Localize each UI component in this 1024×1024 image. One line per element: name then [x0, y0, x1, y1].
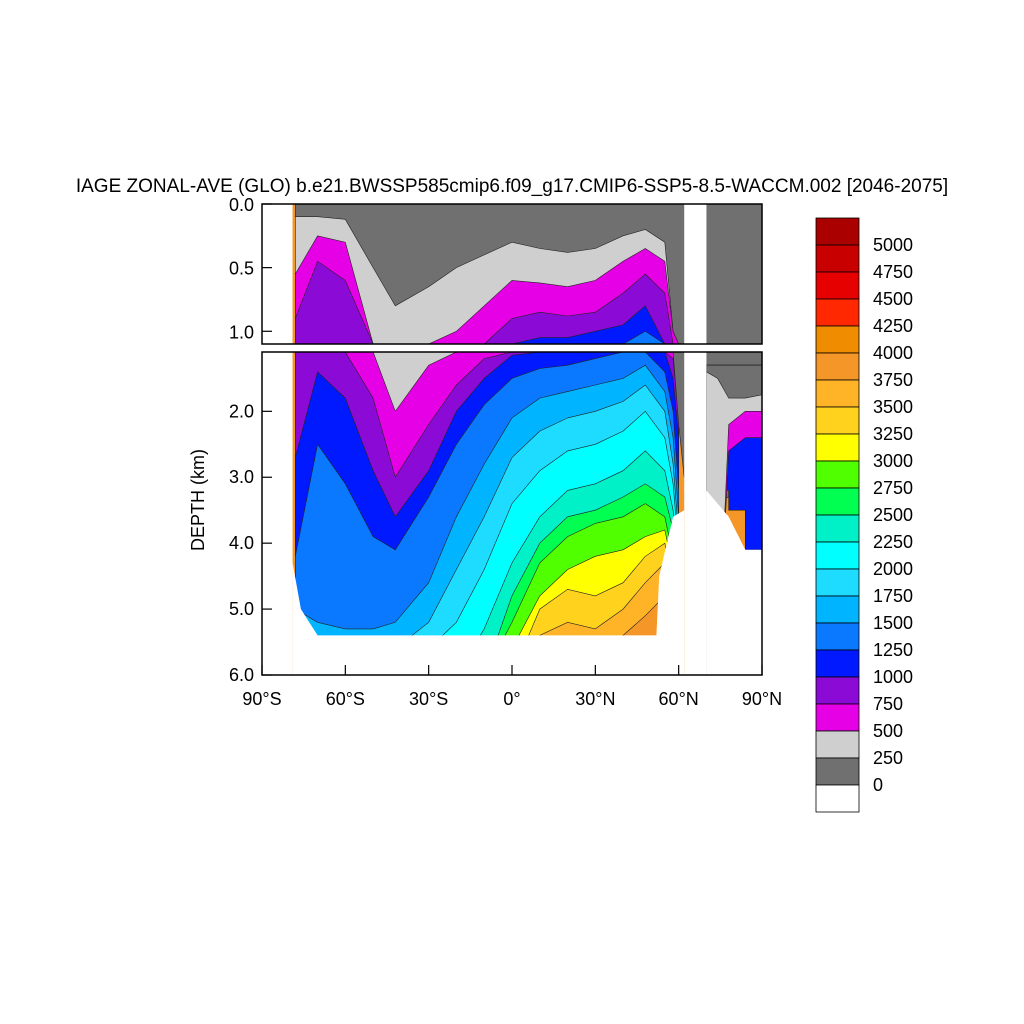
colorbar-swatch [815, 595, 860, 624]
x-tick-label: 30°S [409, 689, 448, 709]
colorbar-swatch [815, 649, 860, 678]
colorbar-swatch [815, 217, 860, 246]
axes-layer: 90°S 60°S 30°S 0° 30°N 60°N 90°N 0.0 0.5 1.0 2.0 3.… [229, 195, 782, 709]
colorbar-label: 1000 [873, 667, 913, 687]
land-mask-0 [262, 352, 293, 675]
seafloor-mask [292, 510, 685, 675]
x-tick-label: 60°N [659, 689, 699, 709]
land-mask-1 [684, 352, 707, 675]
upper-panel-frame [261, 203, 763, 345]
colorbar-swatch [815, 730, 860, 759]
y-tick-label-upper: 0.0 [229, 195, 254, 215]
age-band-Arctic-250 [706, 364, 762, 399]
colorbar-label: 1250 [873, 640, 913, 660]
colorbar-swatch [815, 379, 860, 408]
y-tick-label-upper: 1.0 [229, 322, 254, 342]
x-tick-label: 60°S [326, 689, 365, 709]
y-tick-label-lower: 3.0 [229, 467, 254, 487]
y-axis-label: DEPTH (km) [188, 449, 208, 551]
x-tick-label: 90°N [742, 689, 782, 709]
colorbar-label: 3250 [873, 424, 913, 444]
colorbar-label: 750 [873, 694, 903, 714]
colorbar-swatch [815, 676, 860, 705]
colorbar-swatch [815, 298, 860, 327]
x-tick-label: 30°N [575, 689, 615, 709]
arctic-seafloor-mask [706, 490, 762, 675]
colorbar-swatch [815, 406, 860, 435]
x-tick-label: 90°S [242, 689, 281, 709]
colorbar-swatch [815, 514, 860, 543]
colorbar-swatch [815, 244, 860, 273]
colorbar-swatch [815, 271, 860, 300]
colorbar-label: 4250 [873, 316, 913, 336]
colorbar-label: 5000 [873, 235, 913, 255]
colorbar: 5000475045004250400037503500325030002750… [815, 217, 913, 813]
colorbar-label: 3500 [873, 397, 913, 417]
colorbar-label: 0 [873, 775, 883, 795]
colorbar-swatch [815, 325, 860, 354]
colorbar-swatch [815, 622, 860, 651]
y-tick-label-lower: 4.0 [229, 533, 254, 553]
colorbar-label: 3750 [873, 370, 913, 390]
y-tick-label-lower: 2.0 [229, 401, 254, 421]
land-mask-1 [684, 204, 707, 344]
colorbar-label: 2750 [873, 478, 913, 498]
colorbar-label: 4750 [873, 262, 913, 282]
colorbar-swatch [815, 784, 860, 813]
colorbar-swatch [815, 487, 860, 516]
colorbar-label: 1500 [873, 613, 913, 633]
colorbar-swatch [815, 703, 860, 732]
colorbar-label: 500 [873, 721, 903, 741]
land-mask-0 [262, 204, 293, 344]
age-band-250 [294, 204, 762, 344]
colorbar-label: 2500 [873, 505, 913, 525]
colorbar-label: 1750 [873, 586, 913, 606]
colorbar-label: 4500 [873, 289, 913, 309]
colorbar-swatch [815, 541, 860, 570]
colorbar-label: 4000 [873, 343, 913, 363]
y-tick-label-lower: 5.0 [229, 599, 254, 619]
colorbar-swatch [815, 460, 860, 489]
colorbar-label: 3000 [873, 451, 913, 471]
upper-depth-panel [262, 204, 762, 344]
x-tick-label: 0° [503, 689, 520, 709]
chart-title: IAGE ZONAL-AVE (GLO) b.e21.BWSSP585cmip6… [76, 176, 948, 197]
lower-depth-panel [262, 352, 762, 675]
colorbar-swatch [815, 568, 860, 597]
colorbar-label: 2250 [873, 532, 913, 552]
colorbar-swatch [815, 757, 860, 786]
age-band-500 [295, 352, 680, 412]
y-tick-label-lower: 6.0 [229, 665, 254, 685]
colorbar-swatch [815, 352, 860, 381]
colorbar-label: 250 [873, 748, 903, 768]
colorbar-label: 2000 [873, 559, 913, 579]
colorbar-swatch [815, 433, 860, 462]
y-tick-label-upper: 0.5 [229, 259, 254, 279]
